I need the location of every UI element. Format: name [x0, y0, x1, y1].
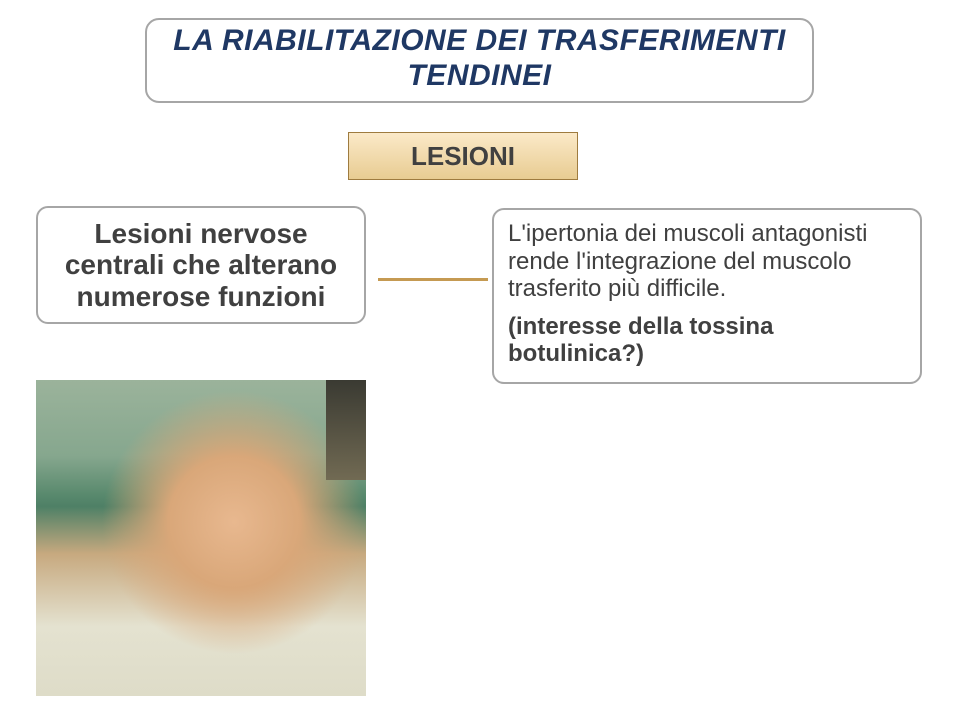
slide-title-container: LA RIABILITAZIONE DEI TRASFERIMENTI TEND…: [100, 18, 860, 103]
photo-placeholder-bg: [36, 380, 366, 696]
photo-placeholder-shadow: [326, 380, 366, 480]
section-header-text: LESIONI: [411, 141, 515, 172]
slide-title-line1: LA RIABILITAZIONE DEI TRASFERIMENTI: [173, 24, 785, 59]
clinical-photo: [36, 380, 366, 696]
right-callout-para1: L'ipertonia dei muscoli antagonisti rend…: [508, 220, 908, 303]
left-callout-text: Lesioni nervose centrali che alterano nu…: [50, 218, 352, 312]
slide-title-pill: LA RIABILITAZIONE DEI TRASFERIMENTI TEND…: [145, 18, 813, 103]
right-callout-box: L'ipertonia dei muscoli antagonisti rend…: [492, 208, 922, 384]
right-callout-para2: (interesse della tossina botulinica?): [508, 313, 908, 368]
slide-title-line2: TENDINEI: [173, 59, 785, 94]
section-header-box: LESIONI: [348, 132, 578, 180]
connector-line: [378, 278, 488, 281]
left-callout-box: Lesioni nervose centrali che alterano nu…: [36, 206, 366, 324]
